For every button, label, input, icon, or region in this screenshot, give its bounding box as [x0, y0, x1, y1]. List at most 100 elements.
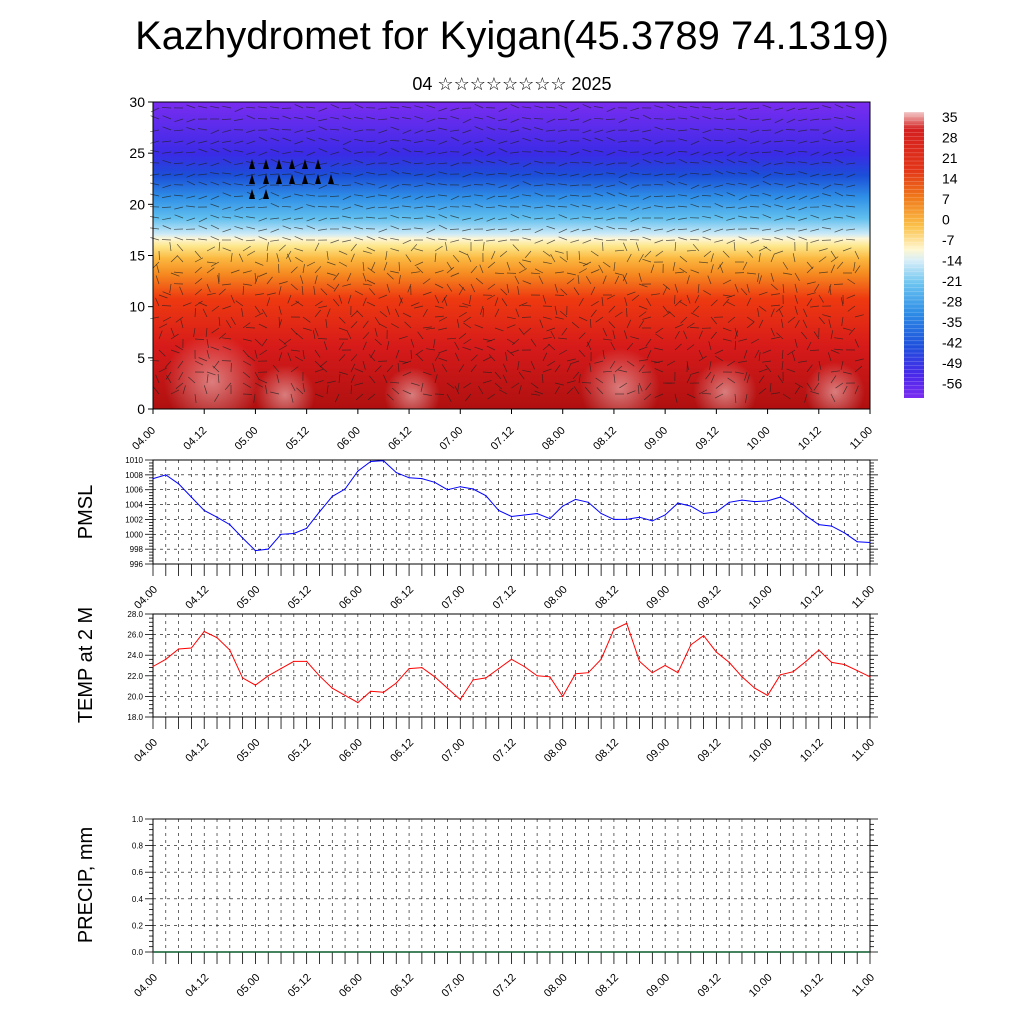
wind-vector: [158, 330, 163, 340]
wind-vector: [518, 268, 527, 274]
wind-vector: [703, 250, 712, 257]
wind-vector: [726, 182, 736, 186]
wind-vector: [266, 276, 273, 285]
wind-vector: [266, 297, 271, 307]
wind-vector: [530, 272, 541, 275]
wind-vector: [606, 162, 616, 166]
wind-vector: [794, 382, 803, 388]
wind-vector: [258, 228, 268, 232]
wind-vector: [734, 283, 739, 293]
wind-vector: [438, 107, 448, 112]
x-tick-label: 11.00: [850, 972, 877, 999]
wind-vector: [798, 228, 808, 232]
wind-vector: [498, 147, 508, 153]
wind-vector: [234, 118, 244, 121]
wind-vector: [830, 349, 840, 354]
wind-vector: [210, 129, 220, 135]
y-axis-label: TEMP at 2 M: [75, 607, 97, 723]
wind-vector: [186, 180, 196, 186]
wind-vector: [546, 118, 556, 123]
wind-vector: [666, 217, 676, 221]
wind-vector: [242, 393, 253, 395]
wind-vector: [834, 183, 844, 186]
x-tick-label: 06.12: [388, 737, 416, 765]
wind-vector: [294, 217, 304, 220]
wind-vector: [170, 333, 179, 340]
wind-vector: [514, 275, 520, 285]
wind-vector: [546, 106, 556, 109]
x-tick-label: 08.00: [542, 584, 570, 612]
wind-vector: [698, 389, 708, 395]
wind-vector: [518, 371, 525, 380]
wind-vector: [254, 312, 264, 318]
wind-vector: [194, 338, 205, 340]
wind-vector: [294, 162, 304, 168]
wind-vector: [646, 298, 652, 307]
wind-vector: [550, 330, 556, 340]
wind-vector: [654, 239, 664, 244]
wind-vector: [750, 158, 760, 164]
wind-vector: [666, 180, 676, 186]
wind-vector: [198, 225, 208, 230]
wind-vector: [242, 283, 252, 286]
data-point: [216, 516, 218, 518]
wind-vector: [482, 380, 492, 384]
wind-vector: [854, 250, 860, 260]
wind-vector: [710, 299, 718, 307]
wind-vector: [686, 294, 691, 304]
wind-vector: [822, 227, 832, 230]
wind-vector: [758, 388, 767, 395]
wind-vector: [185, 238, 196, 241]
wind-vector: [262, 309, 268, 318]
wind-vector: [433, 338, 436, 348]
wind-vector: [758, 291, 768, 296]
wind-vector: [329, 217, 340, 220]
wind-vector: [470, 364, 477, 373]
wind-vector: [690, 195, 700, 200]
wind-vector: [594, 137, 604, 142]
wind-vector: [523, 327, 532, 335]
wind-vector: [678, 105, 688, 109]
wind-vector: [414, 195, 424, 200]
wind-vector: [450, 215, 460, 219]
wind-vector: [422, 393, 432, 396]
x-tick-label: 10.12: [796, 425, 824, 453]
wind-vector: [294, 206, 304, 211]
wind-vector: [558, 150, 568, 153]
wind-vector: [281, 184, 292, 187]
wind-vector: [362, 297, 367, 307]
wind-vector: [422, 291, 432, 296]
wind-vector: [326, 250, 329, 260]
wind-vector: [374, 316, 381, 325]
wind-vector: [222, 305, 232, 310]
wind-vector: [590, 309, 597, 318]
wind-vector: [534, 228, 544, 234]
wind-vector: [834, 140, 844, 143]
y-tick-label: 30: [129, 94, 145, 110]
wind-vector: [542, 316, 552, 320]
wind-vector: [762, 104, 772, 109]
wind-vector: [538, 275, 544, 285]
wind-vector: [438, 140, 448, 145]
y-tick-label: 5: [137, 350, 145, 366]
data-point: [203, 630, 205, 633]
wind-vector: [746, 283, 750, 293]
wind-vector: [654, 140, 664, 145]
wind-vector: [211, 305, 220, 312]
wind-vector: [786, 184, 796, 188]
data-point: [408, 477, 410, 479]
wind-vector: [642, 316, 652, 320]
wind-vector: [585, 386, 592, 395]
wind-vector: [701, 195, 712, 197]
wind-vector: [362, 360, 366, 370]
wind-vector: [415, 349, 424, 356]
data-point: [574, 673, 577, 675]
wind-vector: [810, 214, 820, 219]
wind-vector: [749, 227, 760, 230]
wind-vector: [542, 336, 552, 340]
wind-vector: [558, 104, 568, 109]
data-point: [767, 694, 769, 697]
wind-vector: [630, 336, 640, 340]
wind-vector: [740, 288, 748, 296]
wind-vector: [390, 195, 400, 200]
